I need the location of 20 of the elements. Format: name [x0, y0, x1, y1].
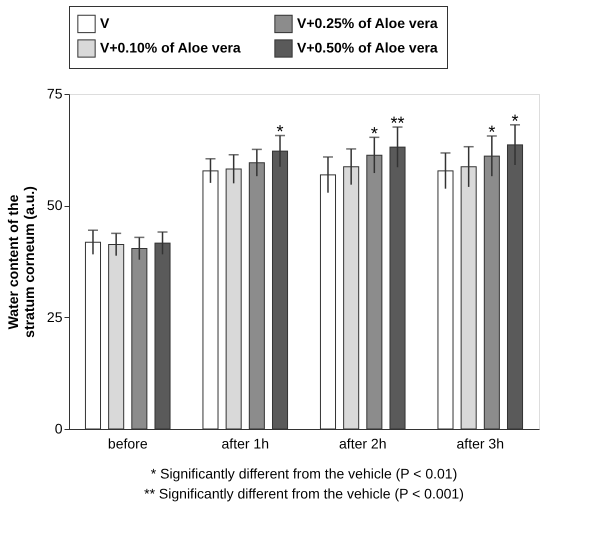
y-tick-label: 50 — [46, 197, 63, 214]
text: ** Significantly different from the vehicle (P < 0.001) — [144, 486, 464, 502]
data-label: ** — [390, 113, 405, 134]
text: * Significantly different from the vehicle (P < 0.01) — [150, 466, 458, 482]
data-label: * — [488, 122, 496, 142]
legend-label: V — [100, 14, 110, 31]
y-axis-title: Water content of the stratum corneum (a.u.) — [4, 186, 37, 338]
x-tick-label: before — [108, 436, 148, 452]
x-tick-label: after 3h — [456, 436, 504, 452]
y-tick-label: 75 — [46, 86, 63, 102]
y-tick-label: 0 — [54, 420, 63, 436]
legend-label: V+0.50% of Aloe vera — [297, 40, 438, 56]
data-label: * — [276, 122, 284, 142]
y-tick-label: 25 — [46, 308, 63, 325]
x-tick-label: after 1h — [222, 436, 269, 452]
x-tick-label: after 2h — [339, 436, 386, 452]
legend-label: V+0.10% of Aloe vera — [100, 40, 241, 56]
data-label: * — [370, 123, 378, 144]
data-label: * — [512, 110, 519, 131]
legend-label: V+0.25% of Aloe vera — [297, 14, 438, 31]
